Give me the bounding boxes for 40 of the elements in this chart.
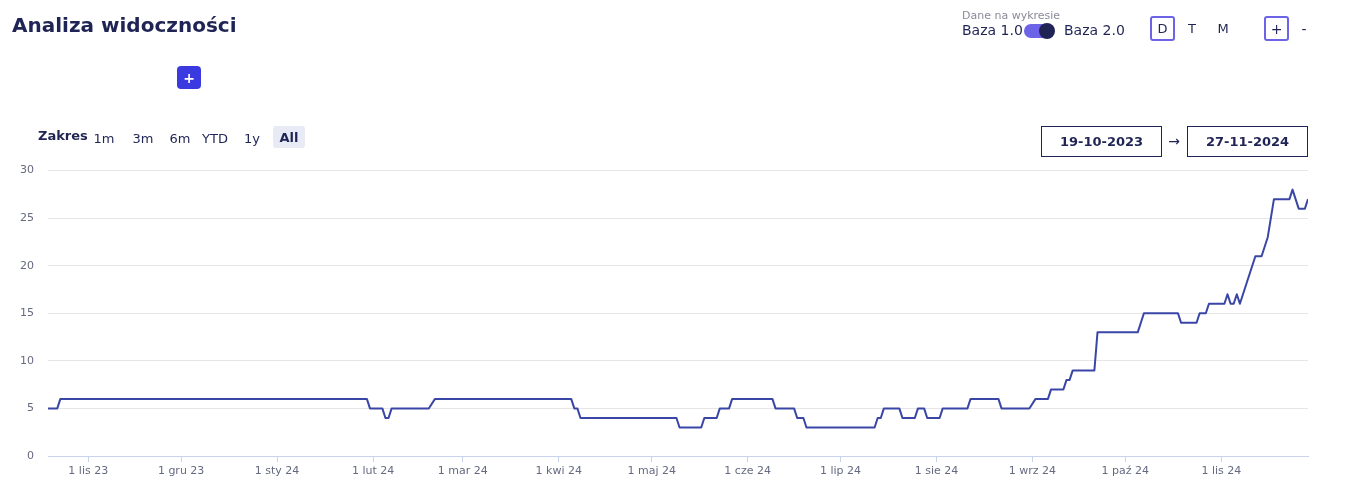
text: 3m bbox=[131, 129, 155, 148]
x-tick-label: 1 maj 24 bbox=[627, 464, 676, 478]
text: 6m bbox=[168, 129, 192, 148]
x-tick-label: 1 wrz 24 bbox=[1008, 464, 1057, 478]
x-tick-label: 1 sty 24 bbox=[254, 464, 300, 478]
text: Baza 1.0 bbox=[962, 22, 1023, 38]
x-tick-label: 1 lut 24 bbox=[351, 464, 395, 478]
text: D bbox=[1150, 16, 1175, 41]
x-tick-label: 1 lis 24 bbox=[1201, 464, 1242, 478]
text: 1y bbox=[243, 129, 261, 148]
text: + bbox=[1264, 16, 1289, 41]
text: - bbox=[1300, 19, 1308, 39]
text: 1m bbox=[92, 129, 116, 148]
x-tick-label: 1 paź 24 bbox=[1101, 464, 1150, 478]
text: + bbox=[177, 66, 201, 89]
x-tick-label: 1 sie 24 bbox=[914, 464, 959, 478]
text: All bbox=[273, 126, 305, 148]
x-tick-label: 1 mar 24 bbox=[437, 464, 488, 478]
y-tick-label: 0 bbox=[27, 448, 34, 462]
chart-title: Analiza widoczności bbox=[12, 13, 237, 37]
y-tick-label: 15 bbox=[20, 306, 34, 320]
text: T bbox=[1187, 20, 1197, 38]
x-tick-label: 1 cze 24 bbox=[724, 464, 771, 478]
text: 19-10-2023 bbox=[1041, 126, 1162, 157]
text: → bbox=[1167, 132, 1181, 151]
text: YTD bbox=[201, 129, 229, 148]
text: 27-11-2024 bbox=[1187, 126, 1308, 157]
y-tick-label: 25 bbox=[20, 211, 34, 225]
y-tick-label: 10 bbox=[20, 353, 34, 367]
y-tick-label: 30 bbox=[20, 163, 34, 177]
x-tick-label: 1 lis 23 bbox=[68, 464, 109, 478]
x-tick-label: 1 kwi 24 bbox=[535, 464, 583, 478]
text: Zakres bbox=[38, 128, 88, 143]
x-tick-label: 1 gru 23 bbox=[157, 464, 205, 478]
text: Baza 2.0 bbox=[1064, 22, 1125, 38]
y-tick-label: 5 bbox=[27, 401, 34, 415]
y-tick-label: 20 bbox=[20, 258, 34, 272]
text: M bbox=[1216, 20, 1230, 38]
x-tick-label: 1 lip 24 bbox=[819, 464, 862, 478]
text: Dane na wykresie bbox=[962, 9, 1061, 22]
